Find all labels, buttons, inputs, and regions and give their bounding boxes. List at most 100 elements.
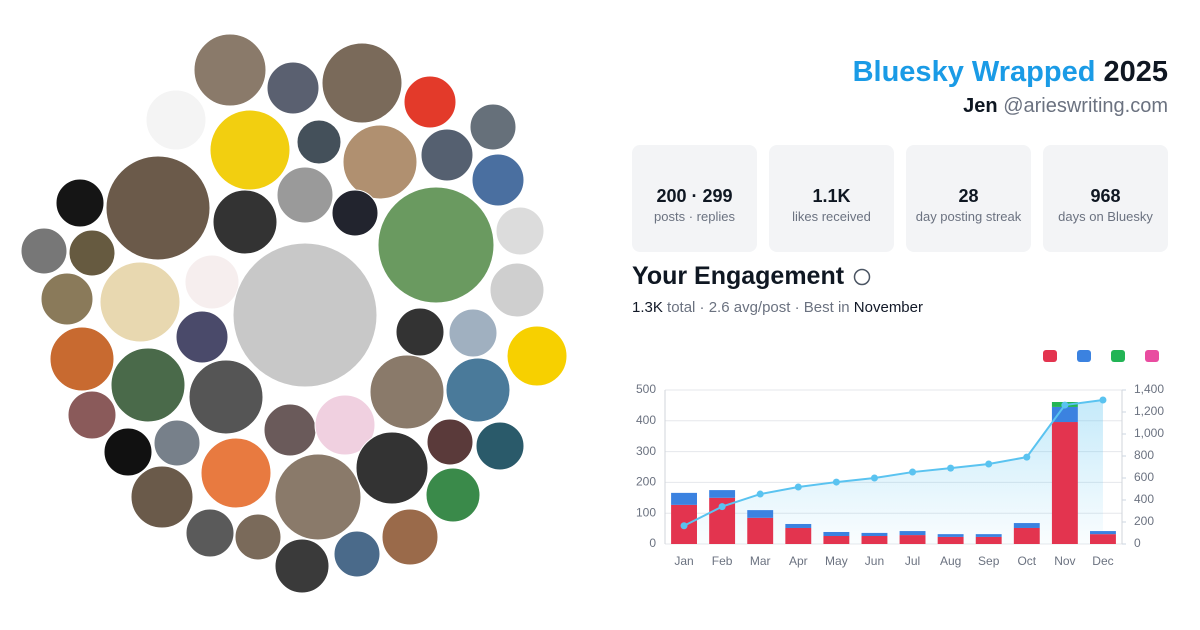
- info-icon[interactable]: [853, 268, 871, 286]
- bar-segment: [1051, 406, 1078, 423]
- legend: [1043, 350, 1159, 362]
- user-line: Jen @arieswriting.com: [963, 95, 1168, 118]
- avatar: [145, 89, 207, 151]
- avatar: [175, 310, 229, 364]
- avatar: [395, 307, 445, 357]
- avatar: [55, 178, 105, 228]
- avatar: [426, 418, 474, 466]
- y-tick-label: 200: [636, 475, 656, 489]
- line-point: [870, 474, 878, 482]
- brand: Bluesky Wrapped: [852, 56, 1096, 88]
- avatar: [266, 61, 320, 115]
- y2-tick-label: 600: [1134, 470, 1154, 484]
- avatar: [153, 419, 201, 467]
- avatar: [471, 153, 525, 207]
- avatar: [475, 421, 525, 471]
- avatar: [212, 189, 278, 255]
- avatar: [445, 357, 511, 423]
- x-tick-label: May: [825, 554, 848, 568]
- bar-segment: [975, 536, 1002, 544]
- bar-segment: [823, 535, 850, 544]
- bar-segment: [975, 534, 1002, 537]
- avatar: [489, 262, 545, 318]
- avatar: [369, 354, 445, 430]
- y-tick-label: 100: [636, 505, 656, 519]
- bar-segment: [937, 534, 964, 537]
- stat-label: likes received: [792, 209, 871, 224]
- avatar: [184, 254, 240, 310]
- avatar: [469, 103, 517, 151]
- y2-tick-label: 0: [1134, 536, 1141, 550]
- avatar: [110, 347, 186, 423]
- line-point: [1061, 401, 1069, 409]
- y2-tick-label: 1,000: [1134, 426, 1164, 440]
- avatar: [49, 326, 115, 392]
- stat-card: 200 · 299 posts · replies: [632, 145, 757, 252]
- avatar: [130, 465, 194, 529]
- avatar: [314, 394, 376, 456]
- stat-card: 968 days on Bluesky: [1043, 145, 1168, 252]
- avatar: [200, 437, 272, 509]
- stat-card: 1.1K likes received: [769, 145, 894, 252]
- y2-tick-label: 1,400: [1134, 382, 1164, 396]
- bar-segment: [861, 535, 888, 544]
- bar-segment: [1013, 523, 1040, 528]
- avatar: [68, 229, 116, 277]
- bar-segment: [823, 531, 850, 536]
- y-tick-label: 400: [636, 413, 656, 427]
- x-tick-label: Jan: [674, 554, 693, 568]
- y2-tick-label: 400: [1134, 492, 1154, 506]
- engagement-summary: 1.3K total · 2.6 avg/post · Best in Nove…: [632, 299, 923, 316]
- title: Bluesky Wrapped 2025: [853, 56, 1168, 89]
- section-title: Your Engagement: [632, 262, 845, 290]
- legend-icon: [1043, 350, 1057, 362]
- avatar: [321, 42, 403, 124]
- avatar: [331, 189, 379, 237]
- y-tick-label: 500: [636, 382, 656, 396]
- avatar: [263, 403, 317, 457]
- avatar: [234, 513, 282, 561]
- stat-value: 200 · 299: [656, 186, 733, 206]
- bar-segment: [899, 531, 926, 536]
- line-point: [1023, 453, 1031, 461]
- bar-segment: [709, 490, 736, 498]
- avatar: [296, 119, 342, 165]
- x-tick-label: Nov: [1054, 554, 1075, 568]
- stat-value: 1.1K: [812, 186, 851, 206]
- display-name: Jen: [963, 95, 998, 117]
- line-point: [1099, 396, 1107, 404]
- avatar: [355, 431, 429, 505]
- avatar: [333, 530, 381, 578]
- avatar: [40, 272, 94, 326]
- avatar: [448, 308, 498, 358]
- line-point: [794, 483, 802, 491]
- handle[interactable]: @arieswriting.com: [1003, 95, 1168, 117]
- stat-value: 968: [1090, 186, 1121, 206]
- total: 1.3K: [632, 299, 663, 316]
- avatar: [232, 242, 378, 388]
- stat-value: 28: [958, 186, 979, 206]
- bar-segment: [785, 527, 812, 544]
- legend-icon: [1077, 350, 1091, 362]
- avatar: [495, 206, 545, 256]
- line-point: [947, 464, 955, 472]
- avatar: [420, 128, 474, 182]
- bar-segment: [1013, 527, 1040, 544]
- avatar: [381, 508, 439, 566]
- avatar: [20, 227, 68, 275]
- bar-segment: [899, 535, 926, 544]
- avatar: [377, 186, 495, 304]
- y-tick-label: 300: [636, 444, 656, 458]
- bar-segment: [747, 510, 774, 518]
- year: 2025: [1103, 56, 1168, 88]
- avatar: [342, 124, 418, 200]
- y2-tick-label: 800: [1134, 448, 1154, 462]
- line-point: [756, 490, 764, 498]
- avatar: [425, 467, 481, 523]
- legend-icon: [1145, 350, 1159, 362]
- line-area: [684, 400, 1103, 544]
- x-tick-label: Mar: [750, 554, 771, 568]
- x-tick-label: Sep: [978, 554, 1000, 568]
- bar-segment: [937, 536, 964, 544]
- avatar: [274, 538, 330, 594]
